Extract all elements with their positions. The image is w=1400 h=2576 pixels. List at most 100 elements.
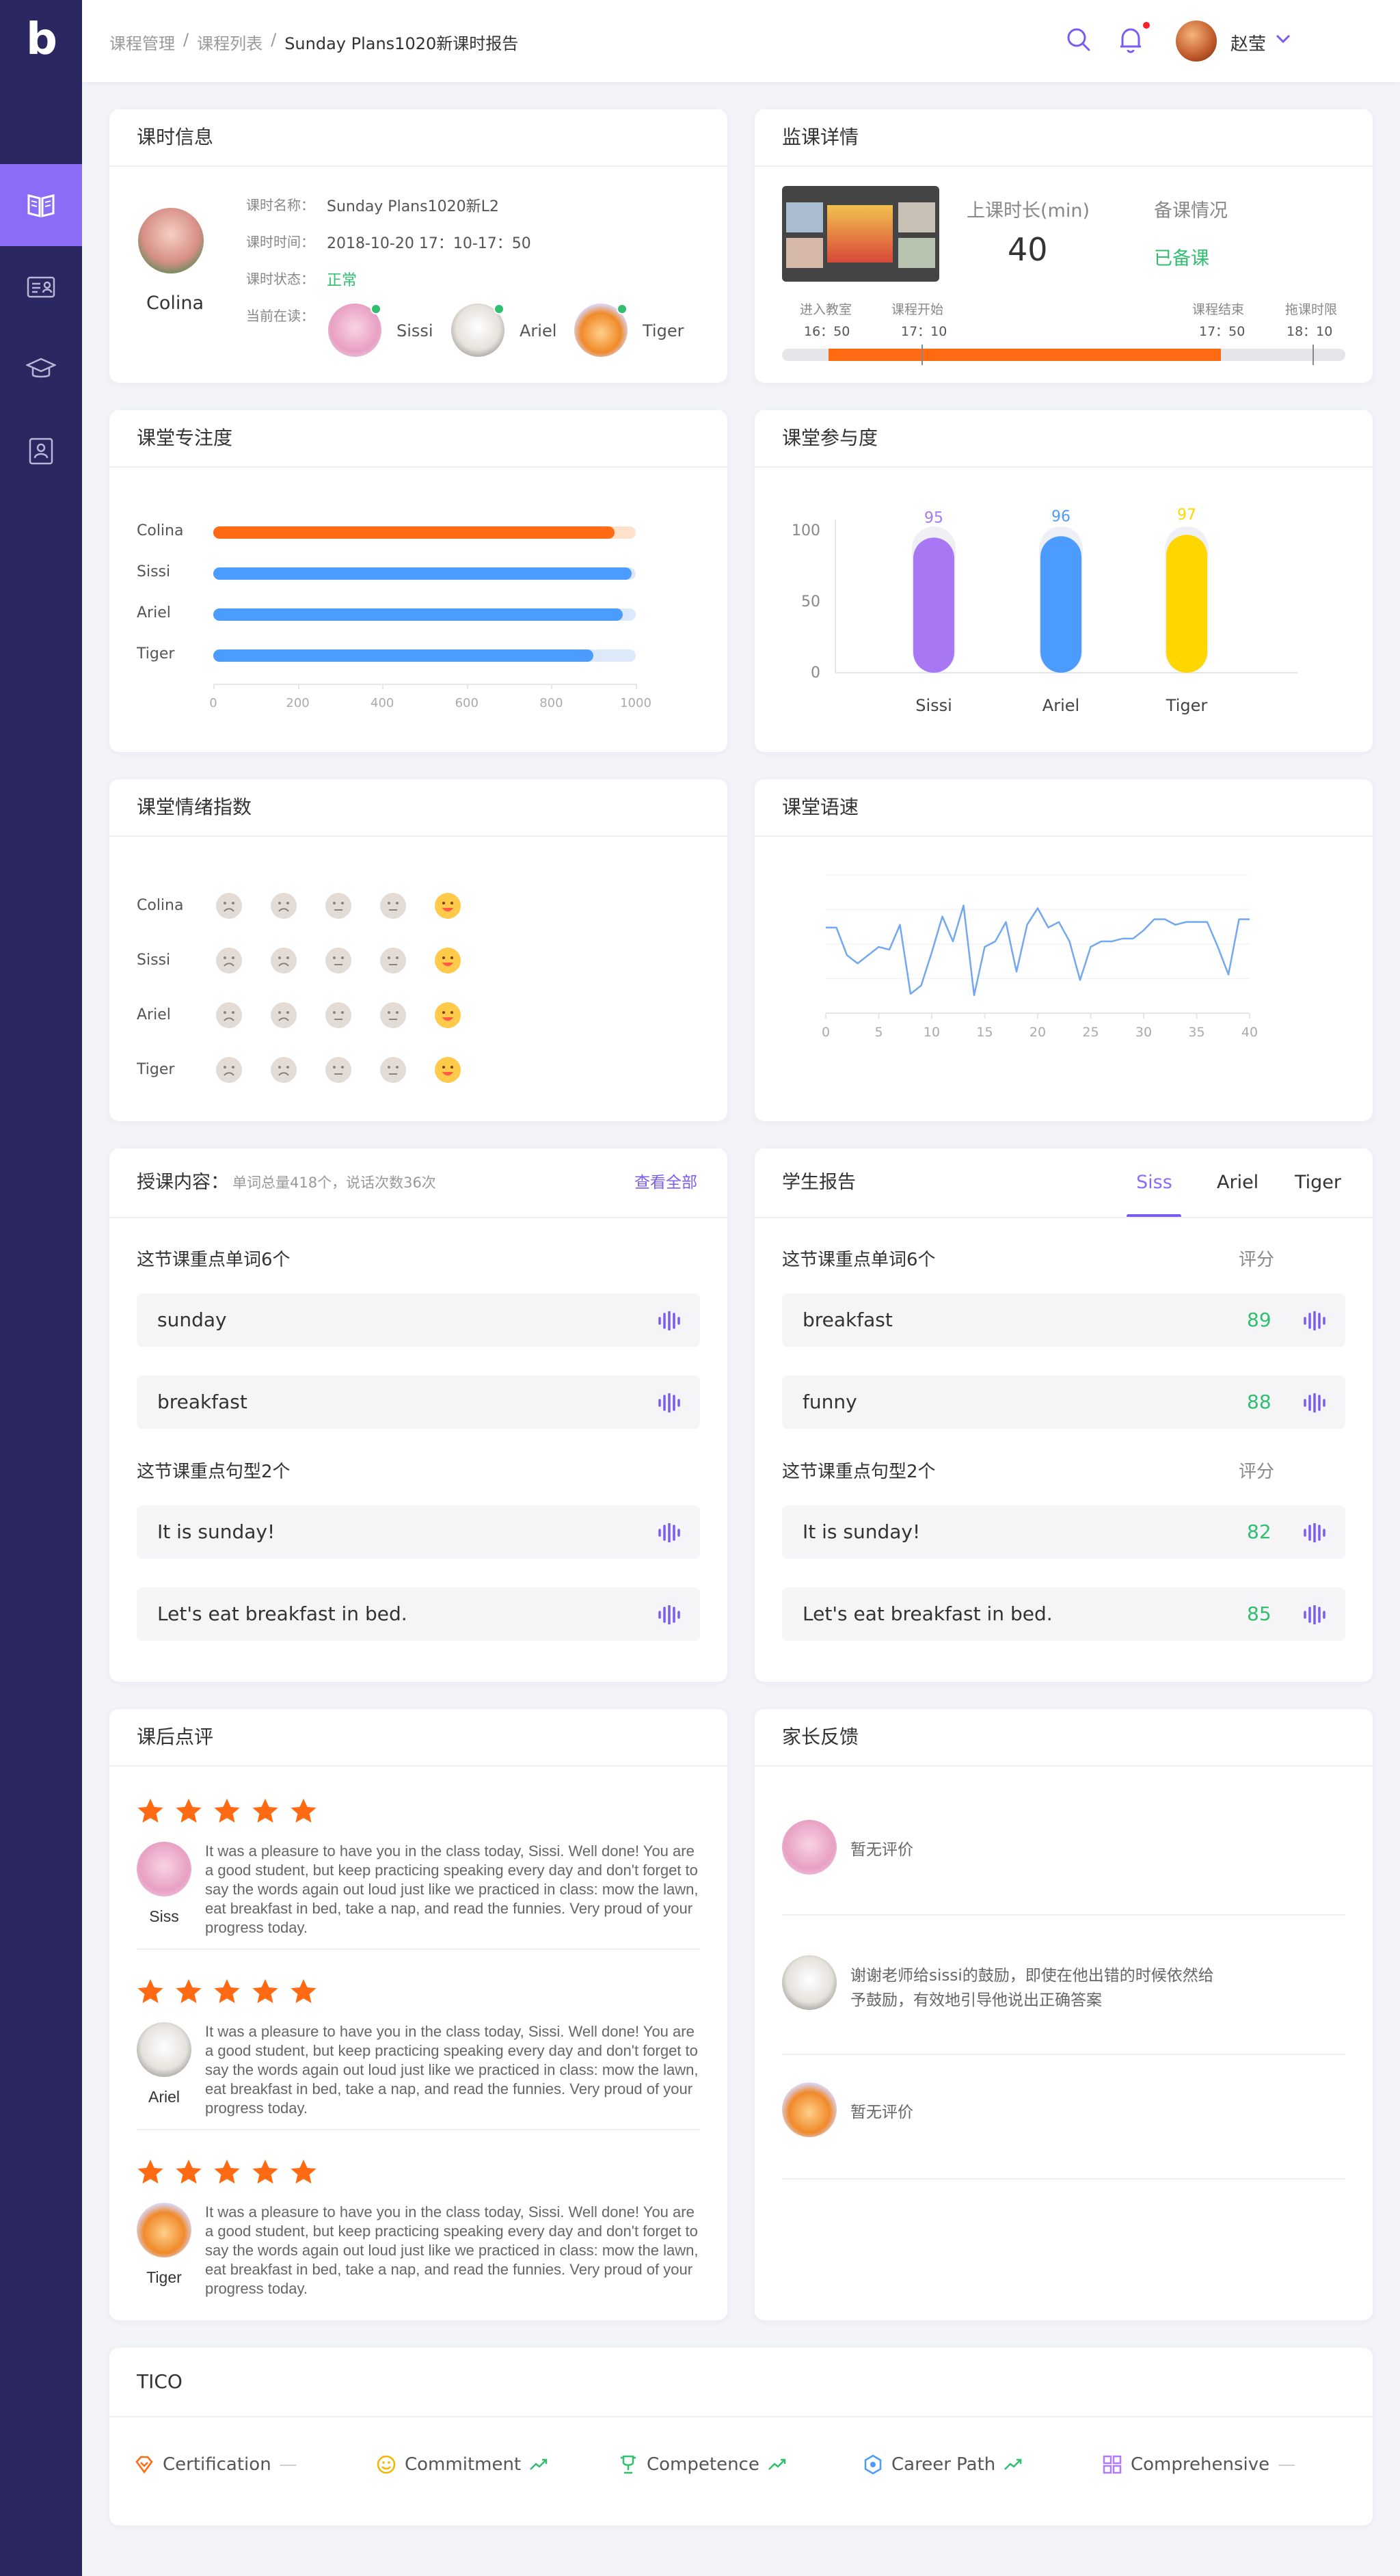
tico-certification[interactable]: Certification — (134, 2454, 297, 2475)
student-name: Sissi (396, 321, 433, 340)
star-icon (291, 2160, 317, 2184)
neutral-face-icon (325, 893, 351, 919)
monitor-card: 监课详情 上课时长(min) 40 备课情况 已备课 进入教室 16：50 课程… (755, 109, 1373, 383)
card-title: 课时信息 (137, 126, 214, 148)
trend-up-icon (530, 2458, 548, 2470)
teacher-name: Colina (146, 293, 204, 314)
lesson-time: 2018-10-20 17：10-17：50 (327, 235, 531, 252)
sidebar: b (0, 0, 82, 2576)
breadcrumb-item[interactable]: 课程列表 (197, 34, 263, 53)
search-icon[interactable] (1065, 26, 1092, 53)
tico-comprehensive[interactable]: Comprehensive — (1102, 2454, 1295, 2475)
tico-career-path[interactable]: Career Path (863, 2454, 1023, 2475)
nav-courses[interactable] (0, 164, 82, 246)
face-features (388, 1066, 399, 1075)
x-tick-label: 800 (539, 696, 563, 710)
review-student-name: Siss (149, 1907, 179, 1925)
word-row: sunday (137, 1293, 700, 1347)
neutral-face-icon (380, 893, 406, 919)
timeline-time: 17：50 (1199, 324, 1246, 339)
book-icon (27, 194, 55, 217)
data-label: 95 (924, 509, 943, 526)
x-tick-label: 1000 (620, 696, 651, 710)
x-tick-label: 600 (455, 696, 479, 710)
chevron-down-icon[interactable] (1274, 33, 1292, 45)
face-features (224, 902, 234, 912)
content-meta: 单词总量418个，说话次数36次 (232, 1175, 436, 1191)
nav-teaching[interactable] (0, 328, 82, 410)
tab-tiger[interactable]: Tiger (1295, 1172, 1342, 1193)
star-rating (137, 2159, 317, 2185)
y-tick-label: 100 (792, 522, 820, 539)
review-avatar (137, 2203, 191, 2257)
trend-flat-icon: — (279, 2454, 297, 2475)
tico-label: Commitment (405, 2454, 522, 2475)
sentence-row: It is sunday! 82 (782, 1505, 1345, 1559)
user-avatar[interactable] (1176, 21, 1217, 62)
class-video-thumbnail[interactable] (782, 186, 939, 282)
participation-chart: 0 50 100 95 Sissi 96 Ariel 97 Tiger (792, 507, 1297, 715)
audio-wave-icon[interactable] (1303, 1311, 1326, 1330)
face-features (224, 1066, 234, 1076)
sentence-row: It is sunday! (137, 1505, 700, 1559)
tico-competence[interactable]: Competence (618, 2454, 787, 2475)
nav-students[interactable] (0, 246, 82, 328)
audio-wave-icon[interactable] (1303, 1523, 1326, 1542)
audio-wave-icon[interactable] (658, 1605, 681, 1624)
emotion-row-label: Ariel (137, 1006, 171, 1023)
audio-wave-icon[interactable] (1303, 1393, 1326, 1412)
nav-profile[interactable] (0, 410, 82, 492)
timeline-time: 18：10 (1287, 324, 1333, 339)
content-card: 授课内容： 单词总量418个，说话次数36次 查看全部 这节课重点单词6个 su… (109, 1149, 727, 1682)
sentence-text: Let's eat breakfast in bed. (803, 1602, 1053, 1625)
breadcrumb-item[interactable]: 课程管理 (109, 34, 175, 53)
face-features (333, 956, 344, 965)
user-name[interactable]: 赵莹 (1230, 34, 1267, 55)
sentence-row: Let's eat breakfast in bed. 85 (782, 1587, 1345, 1641)
star-rating (137, 1978, 317, 2004)
face-features (442, 1011, 453, 1021)
bar-label: Sissi (137, 563, 171, 580)
star-icon (137, 1799, 163, 1823)
star-icon (291, 1979, 317, 2003)
word-row: funny 88 (782, 1376, 1345, 1429)
review-student-name: Tiger (146, 2268, 182, 2286)
x-tick (382, 684, 384, 689)
audio-wave-icon[interactable] (658, 1523, 681, 1542)
card-title: 课后点评 (137, 1726, 214, 1748)
x-tick (213, 684, 215, 689)
lesson-name: Sunday Plans1020新L2 (327, 198, 499, 215)
smile-icon (377, 2455, 396, 2474)
x-tick-label: Sissi (915, 696, 952, 715)
review-list: Siss It was a pleasure to have you in the… (109, 1709, 727, 2320)
neutral-face-icon (325, 1002, 351, 1028)
score-label: 评分 (1239, 1250, 1275, 1270)
student-report-card: 学生报告 Siss Ariel Tiger 这节课重点单词6个 评分 break… (755, 1149, 1373, 1682)
y-tick-label: 50 (801, 593, 820, 611)
face-features (278, 902, 289, 912)
reading-label: 当前在读： (246, 308, 314, 324)
breadcrumb-current: Sunday Plans1020新课时报告 (284, 34, 519, 53)
review-text: It was a pleasure to have you in the cla… (205, 2023, 699, 2117)
sentences-title: 这节课重点句型2个 (782, 1462, 936, 1482)
timeline-label: 进入教室 (800, 302, 852, 317)
participation-bar (1040, 536, 1081, 673)
student-name: Tiger (643, 321, 684, 340)
tico-commitment[interactable]: Commitment (376, 2454, 548, 2475)
bell-icon[interactable] (1117, 25, 1144, 55)
audio-wave-icon[interactable] (658, 1311, 681, 1330)
card-title: 监课详情 (782, 126, 859, 148)
face-features (224, 1011, 234, 1021)
timeline-class-span (829, 349, 1221, 361)
breadcrumb: 课程管理 / 课程列表 / Sunday Plans1020新课时报告 (109, 30, 519, 53)
x-tick-label: 35 (1188, 1025, 1204, 1040)
participation-bar (1166, 535, 1207, 673)
audio-wave-icon[interactable] (1303, 1605, 1326, 1624)
audio-wave-icon[interactable] (658, 1393, 681, 1412)
view-all-link[interactable]: 查看全部 (634, 1174, 697, 1192)
face-features (278, 1011, 289, 1021)
tab-siss[interactable]: Siss (1136, 1172, 1172, 1193)
timeline-label: 拖课时限 (1285, 302, 1338, 317)
tab-ariel[interactable]: Ariel (1217, 1172, 1259, 1193)
card-title: 课堂专注度 (137, 427, 233, 449)
